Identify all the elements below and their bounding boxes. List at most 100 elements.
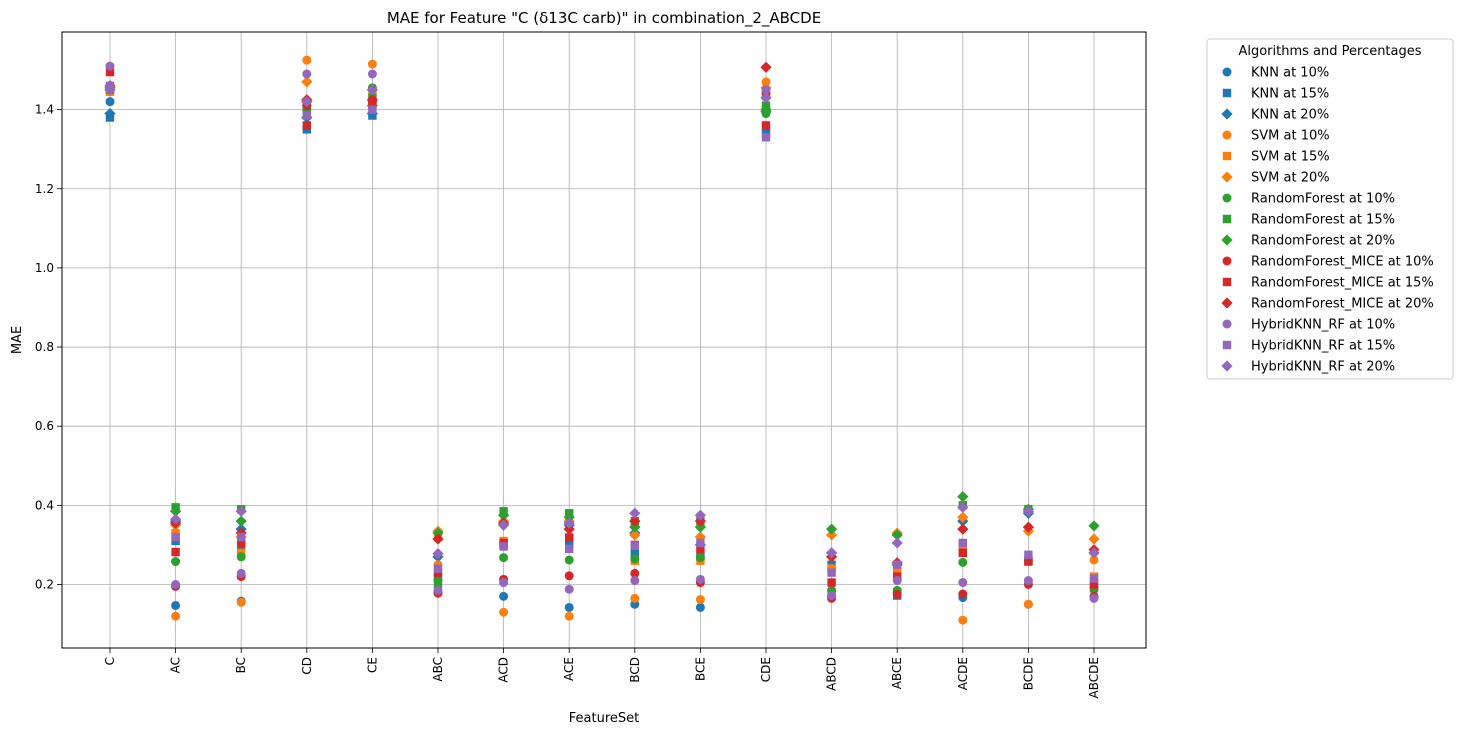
legend-label: HybridKNN_RF at 10%: [1251, 318, 1395, 333]
x-tick-label: BCD: [628, 657, 642, 683]
data-point-hybridknn-rf-at-20pct: [826, 547, 838, 559]
legend-marker-knn-at-10pct: [1222, 67, 1232, 77]
data-point-hybridknn-rf-at-20pct: [694, 509, 706, 521]
data-point-hybridknn-rf-at-10pct: [564, 584, 574, 594]
legend-marker-randomforest-mice-at-15pct: [1222, 277, 1232, 287]
data-point-svm-at-10pct: [695, 595, 705, 605]
data-point-hybridknn-rf-at-10pct: [958, 578, 968, 588]
legend-marker-hybridknn-rf-at-10pct: [1222, 319, 1232, 329]
data-point-randomforest-at-20pct: [826, 523, 838, 535]
data-point-randomforest-at-20pct: [891, 529, 903, 541]
data-point-randomforest-mice-at-20pct: [1022, 521, 1034, 533]
data-point-svm-at-10pct: [302, 55, 312, 65]
legend-marker-randomforest-at-15pct: [1222, 214, 1232, 224]
data-point-randomforest-mice-at-15pct: [696, 544, 705, 554]
chart-title: MAE for Feature "C (δ13C carb)" in combi…: [387, 9, 821, 28]
data-point-randomforest-mice-at-10pct: [892, 589, 902, 599]
data-point-svm-at-10pct: [958, 615, 968, 625]
data-point-randomforest-at-10pct: [564, 555, 574, 565]
data-point-hybridknn-rf-at-10pct: [302, 69, 312, 79]
data-point-hybridknn-rf-at-10pct: [695, 574, 705, 584]
data-point-hybridknn-rf-at-10pct: [433, 585, 443, 595]
data-point-hybridknn-rf-at-20pct: [563, 517, 575, 529]
legend-label: HybridKNN_RF at 15%: [1251, 339, 1395, 354]
x-tick-label: BC: [234, 657, 248, 673]
data-point-hybridknn-rf-at-20pct: [432, 548, 444, 560]
legend-marker-knn-at-15pct: [1222, 88, 1232, 98]
data-point-svm-at-20pct: [957, 511, 969, 523]
data-point-hybridknn-rf-at-20pct: [1022, 505, 1034, 517]
data-point-randomforest-mice-at-10pct: [958, 589, 968, 599]
data-point-randomforest-at-10pct: [236, 552, 246, 562]
data-point-hybridknn-rf-at-20pct: [366, 84, 378, 96]
data-point-hybridknn-rf-at-10pct: [236, 568, 246, 578]
y-tick-label: 1.0: [35, 261, 54, 275]
data-point-hybridknn-rf-at-10pct: [761, 85, 771, 95]
legend-label: RandomForest at 10%: [1251, 192, 1395, 207]
x-tick-label: BCDE: [1021, 657, 1035, 690]
data-point-svm-at-10pct: [171, 611, 181, 621]
data-point-hybridknn-rf-at-15pct: [499, 542, 508, 551]
data-point-hybridknn-rf-at-10pct: [892, 576, 902, 586]
legend-label: RandomForest_MICE at 20%: [1251, 297, 1434, 312]
y-tick-label: 0.6: [35, 419, 54, 433]
data-point-hybridknn-rf-at-15pct: [630, 541, 639, 550]
data-point-hybridknn-rf-at-15pct: [696, 538, 705, 548]
data-point-svm-at-10pct: [499, 607, 509, 617]
data-point-knn-at-10pct: [695, 602, 705, 612]
legend-title: Algorithms and Percentages: [1238, 44, 1421, 59]
data-point-randomforest-at-20pct: [432, 527, 444, 539]
y-tick-label: 1.2: [35, 182, 54, 196]
data-point-randomforest-at-10pct: [171, 557, 181, 567]
data-point-randomforest-mice-at-20pct: [563, 523, 575, 535]
data-point-hybridknn-rf-at-15pct: [893, 560, 902, 569]
data-point-knn-at-10pct: [499, 591, 509, 601]
data-point-hybridknn-rf-at-10pct: [171, 580, 181, 589]
data-point-hybridknn-rf-at-20pct: [235, 505, 247, 517]
legend-label: SVM at 15%: [1251, 150, 1330, 165]
legend: Algorithms and Percentages KNN at 10%KNN…: [1206, 38, 1454, 380]
data-point-randomforest-mice-at-20pct: [366, 94, 378, 106]
data-point-randomforest-mice-at-20pct: [760, 61, 772, 73]
data-point-hybridknn-rf-at-15pct: [565, 544, 574, 554]
data-point-randomforest-mice-at-15pct: [1089, 580, 1099, 589]
y-tick-label: 0.8: [35, 340, 54, 354]
data-point-randomforest-mice-at-15pct: [1024, 557, 1033, 566]
legend-marker-svm-at-15pct: [1222, 151, 1232, 161]
data-point-svm-at-10pct: [1023, 599, 1033, 609]
data-point-hybridknn-rf-at-20pct: [170, 513, 182, 525]
data-point-svm-at-10pct: [761, 77, 771, 87]
data-point-hybridknn-rf-at-15pct: [171, 532, 180, 542]
x-tick-label: ABCD: [825, 657, 839, 691]
data-point-hybridknn-rf-at-15pct: [1089, 574, 1099, 583]
data-point-hybridknn-rf-at-20pct: [104, 84, 116, 96]
y-tick-label: 0.4: [35, 498, 54, 512]
data-point-randomforest-mice-at-15pct: [302, 121, 311, 130]
data-point-randomforest-mice-at-20pct: [694, 515, 706, 527]
data-point-knn-at-15pct: [630, 548, 639, 558]
legend-marker-hybridknn-rf-at-20pct: [1221, 360, 1233, 372]
plot-frame: [61, 31, 1147, 649]
x-tick-label: ACE: [562, 657, 576, 681]
data-point-hybridknn-rf-at-20pct: [760, 92, 772, 104]
data-point-hybridknn-rf-at-15pct: [433, 564, 443, 573]
legend-marker-randomforest-at-10pct: [1222, 193, 1232, 203]
data-point-randomforest-at-20pct: [1088, 520, 1100, 532]
data-point-hybridknn-rf-at-20pct: [1088, 547, 1100, 559]
data-point-randomforest-mice-at-15pct: [958, 548, 967, 558]
x-tick-label: ACD: [497, 657, 511, 683]
data-point-randomforest-mice-at-15pct: [171, 547, 180, 557]
data-point-hybridknn-rf-at-20pct: [629, 507, 641, 519]
x-axis-label: FeatureSet: [569, 711, 639, 726]
grid-lines: [62, 32, 1146, 648]
data-point-svm-at-10pct: [630, 593, 640, 603]
data-point-hybridknn-rf-at-10pct: [827, 591, 837, 601]
x-tick-label: BCE: [693, 657, 707, 681]
data-point-hybridknn-rf-at-10pct: [105, 61, 115, 71]
x-tick-label: ABCE: [890, 657, 904, 689]
data-point-randomforest-mice-at-20pct: [957, 523, 969, 535]
data-point-svm-at-10pct: [564, 611, 574, 621]
data-point-hybridknn-rf-at-15pct: [761, 133, 771, 142]
legend-marker-knn-at-20pct: [1221, 108, 1233, 120]
